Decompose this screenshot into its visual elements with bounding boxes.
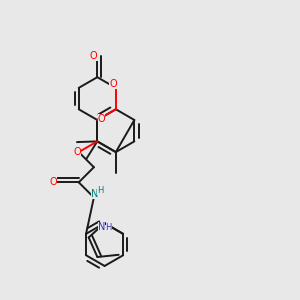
- Text: O: O: [50, 177, 57, 187]
- Text: O: O: [90, 51, 98, 61]
- Text: O: O: [109, 79, 117, 89]
- Text: O: O: [98, 114, 105, 124]
- Text: O: O: [74, 147, 81, 158]
- Text: N: N: [91, 189, 98, 199]
- Text: H: H: [97, 186, 103, 195]
- Text: N: N: [98, 222, 105, 232]
- Text: H: H: [106, 223, 112, 232]
